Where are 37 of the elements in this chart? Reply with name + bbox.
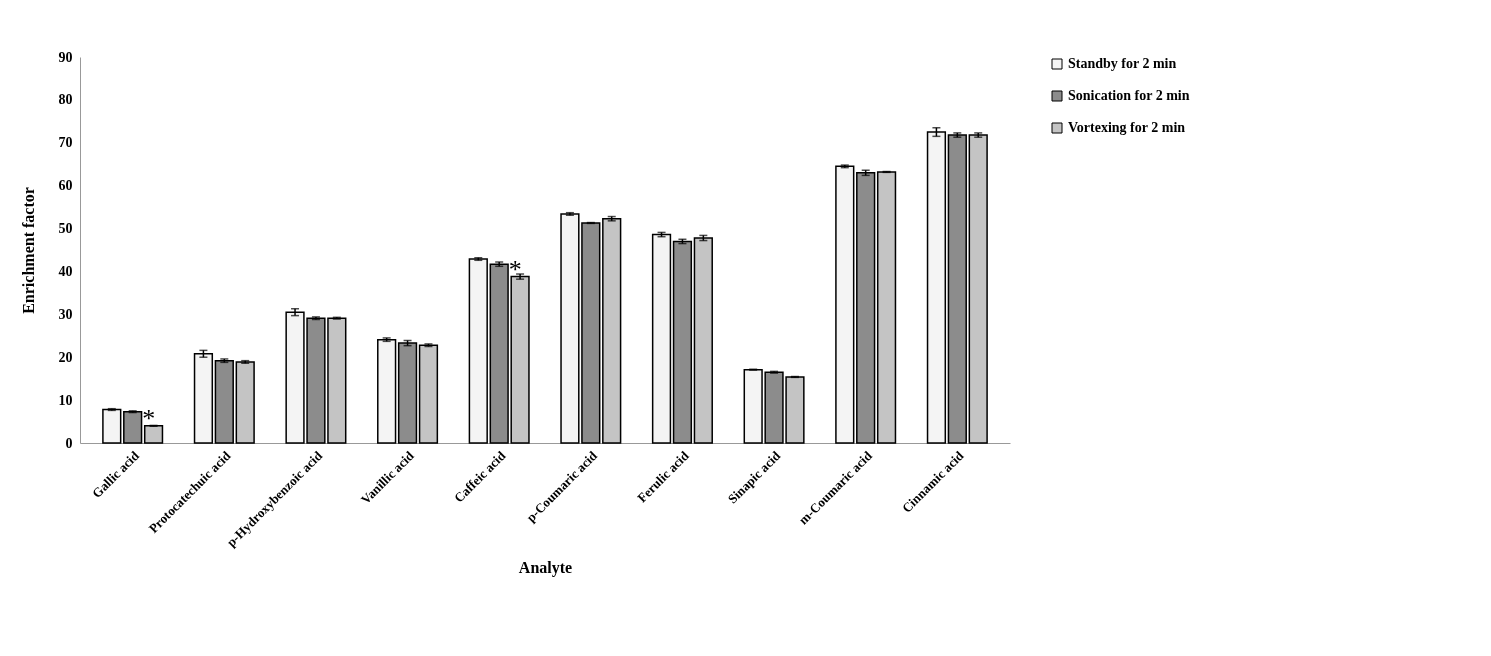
bar <box>123 410 143 444</box>
bar <box>397 342 418 444</box>
y-tick-label: 40 <box>58 263 73 279</box>
bar <box>602 217 622 444</box>
y-tick-label: 90 <box>58 49 73 65</box>
y-tick-label: 10 <box>58 392 73 408</box>
bar <box>143 425 164 444</box>
bar <box>693 237 713 444</box>
bar <box>468 258 488 444</box>
y-tick-label: 70 <box>58 135 73 151</box>
annotation: * <box>142 403 156 433</box>
bar <box>377 338 397 444</box>
bar <box>968 134 988 444</box>
bar <box>876 171 897 444</box>
x-axis-title: Analyte <box>518 558 573 577</box>
legend-label: Standby for 2 min <box>1068 56 1177 71</box>
y-tick-label: 0 <box>65 435 73 451</box>
legend-label: Vortexing for 2 min <box>1068 120 1186 135</box>
bar <box>651 233 672 444</box>
y-axis-title: Enrichment factor <box>19 187 37 314</box>
y-tick-label: 80 <box>58 92 73 108</box>
bar <box>672 240 693 444</box>
bar <box>947 134 967 444</box>
legend-label: Sonication for 2 min <box>1068 88 1190 103</box>
y-tick-label: 50 <box>58 221 73 237</box>
bar <box>102 408 122 444</box>
y-tick-label: 20 <box>58 349 73 365</box>
bar <box>193 353 214 444</box>
bar <box>926 131 947 444</box>
y-tick-label: 30 <box>58 306 73 322</box>
annotation: * <box>508 254 522 284</box>
bar <box>856 172 876 444</box>
bar <box>235 361 255 444</box>
bar <box>214 359 234 444</box>
bar <box>835 165 855 444</box>
bar <box>418 344 439 444</box>
y-tick-label: 60 <box>58 178 73 194</box>
